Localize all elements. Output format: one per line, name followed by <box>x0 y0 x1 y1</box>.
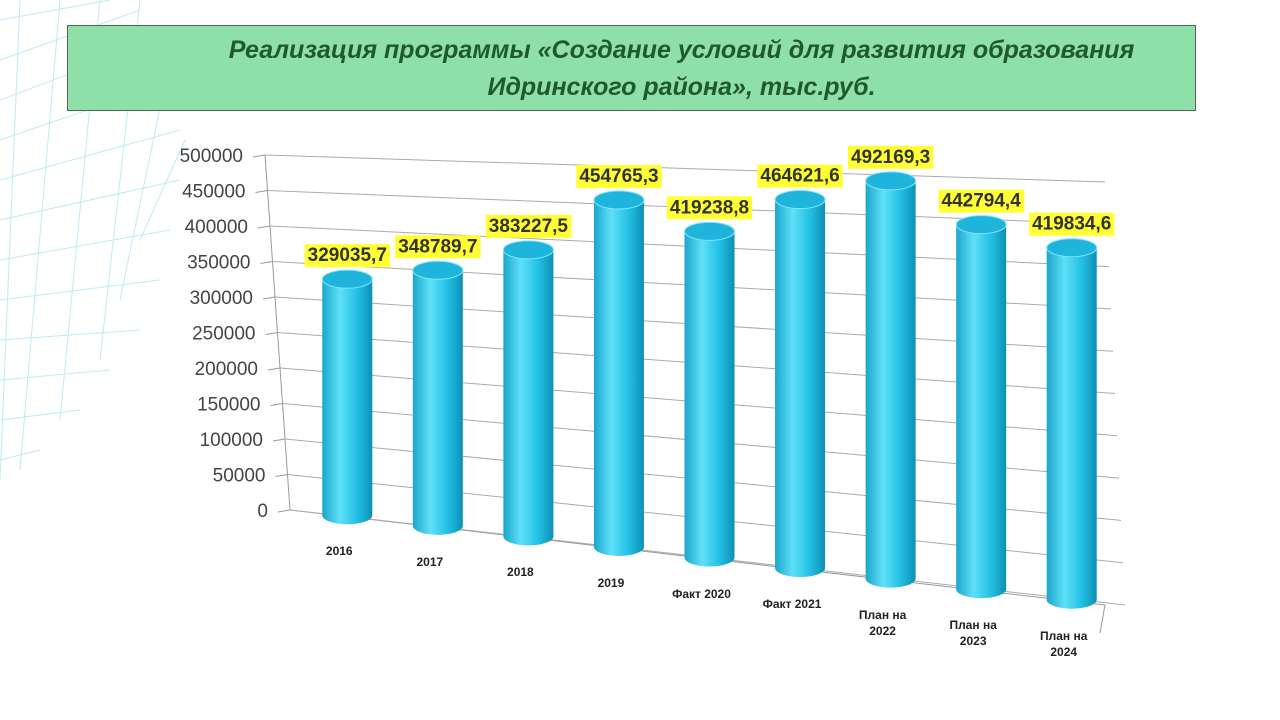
tick-mark <box>262 296 276 300</box>
y-tick-label: 450000 <box>182 182 245 203</box>
value-label: 419238,8 <box>666 196 753 220</box>
cylinder-top <box>593 190 645 210</box>
cylinder <box>502 240 554 546</box>
value-label-text: 329035,7 <box>308 245 387 266</box>
value-label-text: 348789,7 <box>398 236 477 257</box>
value-label: 454765,3 <box>576 165 662 189</box>
y-tick-label: 400000 <box>185 217 248 238</box>
value-label: 419834,6 <box>1029 212 1115 236</box>
cylinder-top <box>502 240 554 260</box>
y-tick-label: 350000 <box>187 253 250 274</box>
tick-mark <box>270 403 283 406</box>
x-tick-label: 2018 <box>507 565 534 580</box>
cylinder-body <box>593 200 644 556</box>
tick-mark <box>275 474 288 477</box>
x-tick-label: 2016 <box>325 544 353 559</box>
x-tick-label: 2019 <box>597 575 625 590</box>
cylinder <box>955 215 1007 599</box>
cylinder <box>684 221 735 567</box>
cylinder-body <box>1046 247 1097 609</box>
cylinder-body <box>956 224 1007 599</box>
x-tick-label: 2017 <box>416 554 444 569</box>
cylinder <box>1046 238 1098 609</box>
value-label-bg <box>1029 212 1115 236</box>
cylinder-body <box>775 199 826 578</box>
cylinder <box>412 260 464 535</box>
value-label-bg <box>938 189 1025 213</box>
value-label: 464621,6 <box>757 164 843 188</box>
x-tick-label: Факт 2021 <box>762 597 822 612</box>
tick-mark <box>277 509 291 513</box>
value-label-text: 419834,6 <box>1032 214 1111 235</box>
tick-mark <box>252 154 266 158</box>
tick-mark <box>267 367 281 371</box>
tick-mark <box>257 225 271 229</box>
cylinder <box>321 269 373 525</box>
value-label-bg <box>395 235 481 259</box>
value-label-bg <box>576 165 662 189</box>
y-tick-label: 0 <box>257 501 268 522</box>
x-tick-label: План на 2023 <box>949 618 997 649</box>
y-tick-label: 100000 <box>200 430 263 451</box>
value-label: 442794,4 <box>938 189 1025 213</box>
y-tick-label: 200000 <box>195 359 258 380</box>
tick-mark <box>265 332 278 335</box>
value-label-bg <box>666 196 753 220</box>
y-tick-label: 150000 <box>197 395 260 416</box>
title-box: Реализация программы «Создание условий д… <box>67 25 1196 111</box>
cylinder-top <box>865 171 917 191</box>
y-tick-label: 50000 <box>213 466 266 487</box>
cylinder-body <box>865 180 916 588</box>
tick-mark <box>260 261 273 264</box>
x-tick-label: План на 2024 <box>1040 628 1088 659</box>
value-label-bg <box>757 164 843 188</box>
value-label-bg <box>304 244 390 268</box>
cylinder <box>865 171 917 588</box>
cylinder-body <box>503 249 554 546</box>
cylinder-top <box>412 260 464 280</box>
value-label-text: 454765,3 <box>579 166 658 187</box>
value-label: 348789,7 <box>395 235 481 259</box>
cylinder <box>774 190 826 578</box>
value-label: 492169,3 <box>847 145 934 169</box>
y-tick-label: 250000 <box>192 324 255 345</box>
cylinder-top <box>1046 238 1098 258</box>
x-tick-label: План на 2022 <box>858 607 907 638</box>
value-label-text: 419238,8 <box>670 197 749 218</box>
cylinder <box>593 190 645 556</box>
grid-line <box>264 154 1106 183</box>
value-label-text: 492169,3 <box>851 147 930 168</box>
tick-mark <box>272 438 286 442</box>
y-tick-label: 500000 <box>180 146 243 167</box>
value-label-bg <box>847 145 934 169</box>
x-tick-label: Факт 2020 <box>672 586 731 601</box>
value-label-bg <box>485 214 572 238</box>
value-label-text: 442794,4 <box>942 191 1022 212</box>
value-label-text: 464621,6 <box>760 166 839 187</box>
cylinder-top <box>955 215 1007 235</box>
tick-mark <box>255 190 268 193</box>
cylinder-body <box>684 231 735 567</box>
y-tick-label: 300000 <box>190 288 253 309</box>
cylinder-body <box>322 279 373 525</box>
cylinder-top <box>684 221 735 241</box>
cylinder-top <box>321 269 373 289</box>
cylinder-top <box>774 190 826 210</box>
chart-title: Реализация программы «Создание условий д… <box>228 36 1135 101</box>
value-label-text: 383227,5 <box>489 216 569 237</box>
cylinder-body <box>412 270 463 535</box>
value-label: 329035,7 <box>304 244 390 268</box>
value-label: 383227,5 <box>485 214 572 238</box>
